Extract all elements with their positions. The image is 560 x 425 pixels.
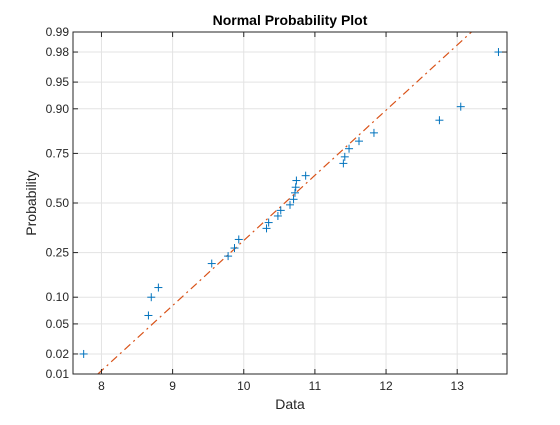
data-points bbox=[79, 48, 503, 358]
x-tick-label: 10 bbox=[237, 379, 251, 393]
y-axis-title: Probability bbox=[23, 170, 39, 235]
reference-line bbox=[97, 31, 472, 375]
data-point bbox=[207, 259, 216, 268]
grid bbox=[73, 31, 507, 375]
data-point bbox=[369, 128, 378, 137]
x-tick-label: 13 bbox=[451, 379, 465, 393]
x-tick-label: 12 bbox=[379, 379, 393, 393]
y-tick-label: 0.50 bbox=[46, 196, 70, 210]
y-tick-label: 0.05 bbox=[46, 317, 70, 331]
data-point bbox=[224, 252, 233, 261]
data-point bbox=[290, 188, 299, 197]
y-tick-label: 0.10 bbox=[46, 290, 70, 304]
axes bbox=[72, 31, 508, 375]
data-point bbox=[147, 293, 156, 302]
data-point bbox=[456, 102, 465, 111]
data-point bbox=[292, 176, 301, 185]
y-tick-label: 0.75 bbox=[46, 146, 70, 160]
data-point bbox=[355, 137, 364, 146]
data-point bbox=[79, 349, 88, 358]
y-tick-label: 0.01 bbox=[46, 367, 70, 381]
y-tick-label: 0.98 bbox=[46, 45, 70, 59]
x-axis-title: Data bbox=[275, 396, 305, 412]
y-tick-label: 0.02 bbox=[46, 347, 70, 361]
y-tick-labels: 0.01 0.02 0.05 0.10 0.25 0.50 0.75 0.90 0.95 0.98… bbox=[46, 25, 70, 381]
x-tick-labels: 8 9 10 11 12 13 bbox=[98, 379, 464, 393]
reference-line-group bbox=[97, 31, 472, 375]
data-point bbox=[262, 224, 271, 233]
data-point bbox=[264, 218, 273, 227]
y-tick-label: 0.95 bbox=[46, 75, 70, 89]
data-point bbox=[435, 116, 444, 125]
x-tick-label: 11 bbox=[309, 379, 322, 393]
data-point bbox=[340, 152, 349, 161]
data-point bbox=[154, 283, 163, 292]
data-point bbox=[144, 311, 153, 320]
y-tick-label: 0.99 bbox=[46, 25, 70, 39]
data-point bbox=[291, 183, 300, 192]
data-point bbox=[286, 200, 294, 209]
axes-box bbox=[72, 31, 508, 375]
data-point bbox=[230, 244, 239, 253]
x-tick-label: 8 bbox=[98, 379, 105, 393]
x-tick-label: 9 bbox=[169, 379, 176, 393]
y-tick-label: 0.90 bbox=[46, 102, 70, 116]
data-point bbox=[234, 235, 243, 244]
data-point bbox=[339, 159, 348, 168]
chart-title: Normal Probability Plot bbox=[213, 12, 368, 28]
data-point bbox=[289, 195, 298, 204]
data-point bbox=[276, 206, 285, 215]
data-point bbox=[273, 211, 282, 220]
data-point bbox=[345, 144, 354, 153]
data-point bbox=[301, 171, 310, 180]
data-point bbox=[494, 48, 503, 57]
y-tick-label: 0.25 bbox=[46, 246, 70, 260]
